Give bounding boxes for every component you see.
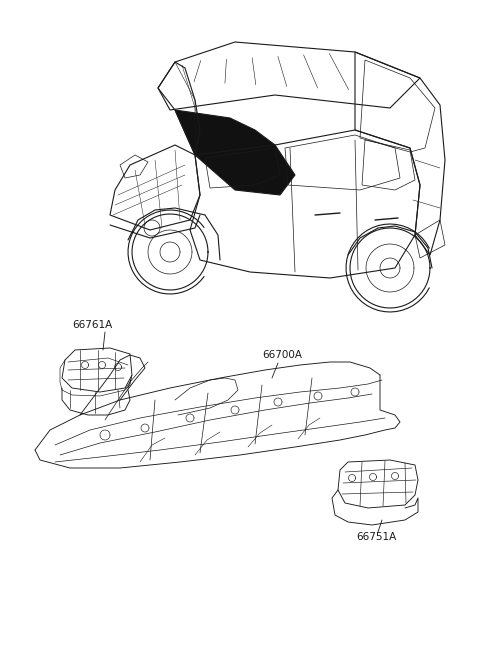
Polygon shape [175, 110, 295, 195]
Text: 66761A: 66761A [72, 320, 112, 330]
Text: 66751A: 66751A [356, 532, 396, 542]
Text: 66700A: 66700A [262, 350, 302, 360]
